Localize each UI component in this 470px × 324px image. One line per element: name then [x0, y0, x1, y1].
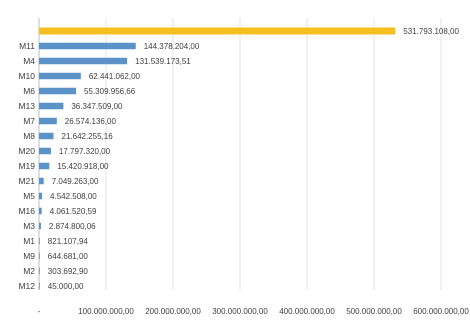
bar [39, 27, 396, 35]
bar [39, 72, 81, 80]
bar [39, 147, 51, 155]
data-labels: 531.793.108,00 144.378.204,00 131.539.173,… [48, 27, 460, 291]
data-label: 2.874.800,06 [49, 222, 96, 231]
data-label: 4.542.508,00 [50, 192, 97, 201]
category-label: M6 [23, 86, 35, 96]
bar [39, 237, 40, 245]
data-label: 62.441.062,00 [89, 72, 141, 81]
bar [39, 132, 54, 140]
bar [39, 57, 128, 65]
data-label: 144.378.204,00 [144, 42, 200, 51]
category-label: M13 [18, 101, 35, 111]
category-label: M20 [18, 146, 35, 156]
data-label: 55.309.956,66 [84, 87, 136, 96]
x-tick-label: 100.000.000,00 [78, 307, 134, 316]
x-tick-label: - [38, 307, 41, 316]
bar [39, 267, 40, 275]
category-label: M1 [23, 236, 35, 246]
data-label: 17.797.320,00 [59, 147, 111, 156]
category-label: M11 [19, 41, 35, 51]
bar [39, 102, 64, 110]
category-label: M4 [23, 56, 35, 66]
category-label: M2 [23, 266, 35, 276]
x-tick-label: 500.000.000,00 [346, 307, 402, 316]
x-tick-label: 200.000.000,00 [145, 307, 201, 316]
bar [39, 117, 57, 125]
x-axis-ticks: - 100.000.000,00 200.000.000,00 300.000.000… [38, 307, 470, 316]
x-tick-label: 600.000.000,00 [413, 307, 469, 316]
x-tick-label: 300.000.000,00 [212, 307, 268, 316]
category-label: M9 [23, 251, 35, 261]
data-label: 15.420.918,00 [57, 162, 109, 171]
data-label: 644.681,00 [48, 252, 89, 261]
data-label: 531.793.108,00 [403, 27, 459, 36]
category-label: M12 [18, 281, 35, 291]
data-label: 131.539.173,51 [135, 57, 191, 66]
bar [39, 207, 42, 215]
data-label: 26.574.136,00 [65, 117, 117, 126]
data-label: 4.061.520,59 [50, 207, 97, 216]
category-label: M21 [18, 176, 35, 186]
data-label: 21.642.255,16 [62, 132, 114, 141]
category-labels: M11 M4 M10 M6 M13 M7 M8 M20 M19 M21 M5 M16 M3 M1 M9 M2 M… [18, 41, 35, 291]
data-label: 7.049.263,00 [52, 177, 99, 186]
bar [39, 252, 40, 260]
category-label: M3 [23, 221, 35, 231]
x-tick-label: 400.000.000,00 [279, 307, 335, 316]
bar [39, 42, 136, 50]
data-label: 45.000,00 [48, 282, 84, 291]
data-label: 821.107,94 [48, 237, 89, 246]
bars [39, 27, 396, 290]
category-label: M7 [23, 116, 35, 126]
category-label: M19 [18, 161, 35, 171]
category-label: M5 [23, 191, 35, 201]
bar [39, 282, 40, 290]
bar [39, 222, 41, 230]
category-label: M10 [18, 71, 35, 81]
bar [39, 192, 43, 200]
data-label: 303.692,90 [48, 267, 89, 276]
category-label: M8 [23, 131, 35, 141]
bar [39, 87, 77, 95]
category-label: M16 [18, 206, 35, 216]
bar [39, 162, 50, 170]
data-label: 36.347.509,00 [71, 102, 123, 111]
bar [39, 177, 44, 185]
